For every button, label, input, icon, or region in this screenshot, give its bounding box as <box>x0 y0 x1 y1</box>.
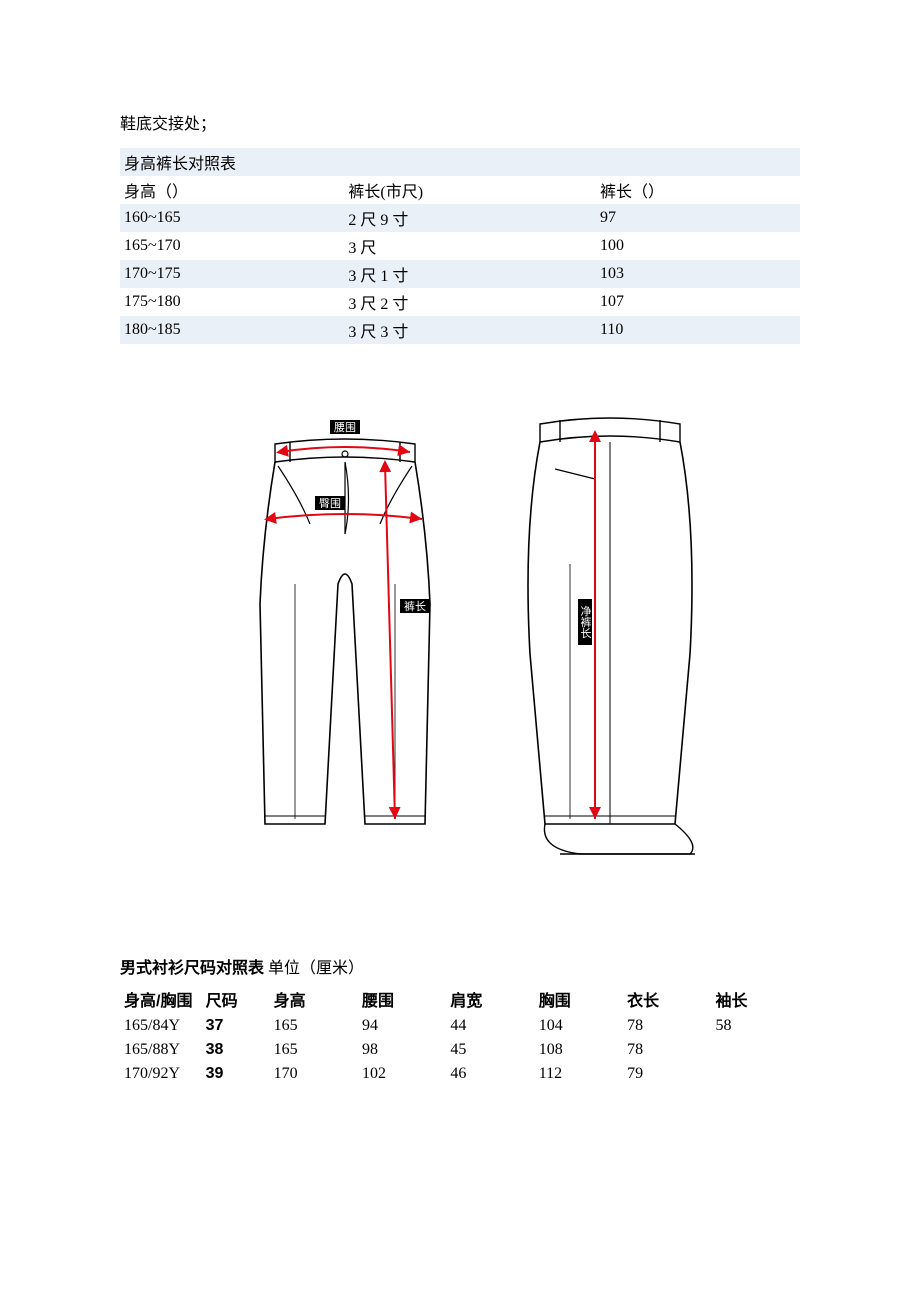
cell: 3 尺 2 寸 <box>344 288 596 316</box>
cell <box>712 1038 800 1062</box>
cell: 37 <box>202 1014 270 1038</box>
cell: 79 <box>623 1062 711 1086</box>
cell: 45 <box>446 1038 534 1062</box>
cell: 2 尺 9 寸 <box>344 204 596 232</box>
hip-label: 臀围 <box>319 497 341 510</box>
table-row: 170~175 3 尺 1 寸 103 <box>120 260 800 288</box>
cell <box>712 1062 800 1086</box>
shirt-section-title: 男式衬衫尺码对照表 单位（厘米） <box>120 954 800 978</box>
cell: 165~170 <box>120 232 344 260</box>
cell: 46 <box>446 1062 534 1086</box>
cell: 78 <box>623 1014 711 1038</box>
shirt-col-header: 袖长 <box>712 984 800 1014</box>
table-row: 165~170 3 尺 100 <box>120 232 800 260</box>
pants-side-diagram: 净裤长 <box>500 404 720 874</box>
cell: 170/92Y <box>120 1062 202 1086</box>
intro-text: 鞋底交接处； <box>120 110 800 134</box>
cell: 110 <box>596 316 800 344</box>
cell: 102 <box>358 1062 446 1086</box>
table-row: 170/92Y 39 170 102 46 112 79 <box>120 1062 800 1086</box>
cell: 58 <box>712 1014 800 1038</box>
page-root: 鞋底交接处； 身高裤长对照表 身高（） 裤长(市尺) 裤长（） 160~165 … <box>0 0 920 1146</box>
pants-col-header: 裤长（） <box>596 176 800 204</box>
pants-col-header: 身高（） <box>120 176 344 204</box>
shirt-col-header: 身高 <box>270 984 358 1014</box>
table-row: 180~185 3 尺 3 寸 110 <box>120 316 800 344</box>
cell: 165 <box>270 1014 358 1038</box>
cell: 94 <box>358 1014 446 1038</box>
shirt-col-header: 身高/胸围 <box>120 984 202 1014</box>
pants-table-title: 身高裤长对照表 <box>120 148 344 176</box>
cell: 100 <box>596 232 800 260</box>
net-length-label: 净裤长 <box>579 604 592 638</box>
cell: 112 <box>535 1062 623 1086</box>
cell: 180~185 <box>120 316 344 344</box>
cell: 170~175 <box>120 260 344 288</box>
table-row: 165/88Y 38 165 98 45 108 78 <box>120 1038 800 1062</box>
cell: 3 尺 <box>344 232 596 260</box>
pants-col-header: 裤长(市尺) <box>344 176 596 204</box>
cell: 97 <box>596 204 800 232</box>
table-row: 160~165 2 尺 9 寸 97 <box>120 204 800 232</box>
cell: 44 <box>446 1014 534 1038</box>
cell: 38 <box>202 1038 270 1062</box>
cell: 3 尺 1 寸 <box>344 260 596 288</box>
table-header-row: 身高（） 裤长(市尺) 裤长（） <box>120 176 800 204</box>
cell: 160~165 <box>120 204 344 232</box>
shirt-col-header: 衣长 <box>623 984 711 1014</box>
cell: 98 <box>358 1038 446 1062</box>
cell: 165 <box>270 1038 358 1062</box>
cell: 78 <box>623 1038 711 1062</box>
shirt-col-header: 肩宽 <box>446 984 534 1014</box>
shirt-title-bold: 男式衬衫尺码对照表 <box>120 960 264 977</box>
table-title-row: 身高裤长对照表 <box>120 148 800 176</box>
shirt-col-header: 尺码 <box>202 984 270 1014</box>
shirt-title-unit: 单位（厘米） <box>264 960 364 977</box>
cell: 107 <box>596 288 800 316</box>
cell: 170 <box>270 1062 358 1086</box>
cell: 108 <box>535 1038 623 1062</box>
cell: 39 <box>202 1062 270 1086</box>
shirt-size-table: 身高/胸围 尺码 身高 腰围 肩宽 胸围 衣长 袖长 165/84Y 37 16… <box>120 984 800 1086</box>
cell: 165/84Y <box>120 1014 202 1038</box>
cell: 103 <box>596 260 800 288</box>
shirt-col-header: 胸围 <box>535 984 623 1014</box>
table-row: 165/84Y 37 165 94 44 104 78 58 <box>120 1014 800 1038</box>
cell: 3 尺 3 寸 <box>344 316 596 344</box>
shirt-header-row: 身高/胸围 尺码 身高 腰围 肩宽 胸围 衣长 袖长 <box>120 984 800 1014</box>
length-label: 裤长 <box>404 599 426 613</box>
pants-front-diagram: 腰围 臀围 裤长 <box>230 404 460 844</box>
shirt-col-header: 腰围 <box>358 984 446 1014</box>
pants-length-table: 身高裤长对照表 身高（） 裤长(市尺) 裤长（） 160~165 2 尺 9 寸… <box>120 148 800 344</box>
cell: 165/88Y <box>120 1038 202 1062</box>
pants-diagrams: 腰围 臀围 裤长 <box>150 404 800 874</box>
waist-label: 腰围 <box>334 421 356 434</box>
table-row: 175~180 3 尺 2 寸 107 <box>120 288 800 316</box>
cell: 175~180 <box>120 288 344 316</box>
cell: 104 <box>535 1014 623 1038</box>
